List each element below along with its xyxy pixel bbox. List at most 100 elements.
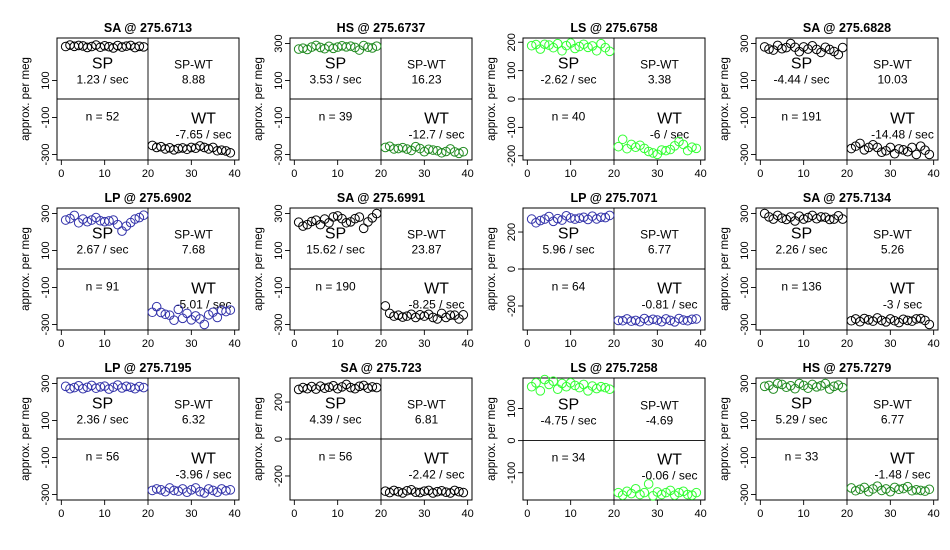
y-tick-label: 100 [40, 71, 52, 89]
data-point [837, 382, 848, 393]
data-point [445, 310, 456, 321]
panel-title: SA @ 275.6828 [803, 21, 891, 35]
data-point [531, 217, 541, 228]
data-point [811, 382, 822, 392]
data-point [552, 384, 563, 395]
sp-wt-label: SP-WT [174, 228, 213, 242]
sp-wt-diff: 23.87 [411, 243, 441, 257]
panel-1: SA @ 275.6713 0 10 20 30 40 -300 -100 100 approx.… [20, 21, 241, 180]
sp-label: SP [791, 396, 812, 413]
x-tick-label: 10 [565, 508, 577, 520]
data-point [898, 145, 909, 155]
y-tick-label: -300 [40, 483, 52, 505]
data-point [221, 146, 231, 156]
y-tick-label: 300 [739, 204, 751, 222]
sp-rate: 2.67 / sec [76, 243, 128, 257]
data-point [147, 307, 158, 318]
data-point [436, 485, 447, 496]
data-point [328, 43, 339, 54]
x-tick-label: 40 [462, 338, 474, 350]
data-point [915, 313, 926, 324]
data-point [104, 216, 114, 226]
data-point [99, 40, 110, 51]
x-tick-label: 40 [695, 168, 707, 180]
panel-6: SA @ 275.6991 0 10 20 30 40 -300 -100 100 300 appr… [253, 191, 474, 350]
data-point [604, 384, 615, 395]
x-tick-label: 40 [928, 508, 940, 520]
panel-8: SA @ 275.7134 0 10 20 30 40 -300 -100 100 300 appr… [719, 191, 940, 350]
sp-rate: 2.26 / sec [775, 243, 827, 257]
wt-label: WT [890, 110, 915, 127]
y-tick-label: -300 [739, 143, 751, 165]
wt-label: WT [890, 450, 915, 467]
x-tick-label: 0 [58, 168, 64, 180]
data-point [199, 319, 210, 330]
panel-5: LP @ 275.6902 0 10 20 30 40 -300 -100 100 300 appr… [20, 191, 241, 350]
sample-count: n = 190 [315, 279, 356, 293]
data-point [428, 312, 438, 323]
data-point [604, 46, 615, 57]
data-point [195, 141, 205, 151]
sp-wt-label: SP-WT [407, 58, 446, 72]
data-point [552, 213, 563, 224]
data-point [160, 309, 171, 320]
data-point [643, 146, 654, 157]
sample-count: n = 64 [552, 279, 586, 293]
y-tick-label: 100 [739, 411, 751, 429]
wt-rate: -0.81 / sec [641, 297, 697, 311]
y-axis-label: approx. per meg [486, 227, 498, 311]
panel-title: LP @ 275.7071 [570, 191, 657, 205]
data-point [306, 216, 317, 227]
sp-rate: 3.53 / sec [309, 73, 361, 87]
data-point [225, 147, 236, 158]
data-point [833, 49, 844, 60]
y-tick-label: 100 [739, 241, 751, 259]
y-tick-label: 100 [40, 241, 52, 259]
data-point [367, 382, 378, 392]
y-tick-label: 300 [273, 204, 285, 222]
x-tick-label: 10 [332, 338, 344, 350]
data-point [687, 314, 697, 325]
sample-count: n = 56 [319, 449, 353, 463]
x-tick-label: 30 [418, 168, 430, 180]
panel-12: HS @ 275.7279 0 10 20 30 40 -300 -100 100 300 appr… [719, 361, 940, 520]
data-point [225, 485, 236, 495]
data-point [380, 301, 391, 311]
data-point [203, 484, 214, 494]
data-point [548, 376, 559, 387]
x-tick-label: 40 [229, 338, 241, 350]
x-tick-label: 0 [524, 168, 530, 180]
data-point [458, 310, 469, 320]
data-point [216, 145, 227, 156]
sp-wt-diff: 5.26 [881, 243, 905, 257]
wt-rate: -1.48 / sec [874, 467, 930, 481]
data-point [332, 383, 343, 394]
data-point [311, 40, 321, 51]
x-tick-label: 20 [608, 508, 620, 520]
y-axis-label: approx. per meg [253, 57, 265, 141]
data-point [850, 485, 861, 496]
data-point [319, 383, 330, 393]
wt-label: WT [424, 110, 449, 127]
data-point [397, 142, 408, 153]
data-point [691, 314, 702, 324]
data-point [635, 489, 645, 500]
data-point [772, 378, 783, 389]
data-point [173, 304, 184, 315]
x-tick-label: 30 [884, 338, 896, 350]
wt-label: WT [657, 280, 682, 297]
data-point [837, 42, 848, 53]
data-point [454, 486, 464, 497]
data-point [82, 216, 93, 227]
panel-9: LP @ 275.7195 0 10 20 30 40 -300 -100 100 300 appr… [20, 361, 241, 520]
wt-rate: -8.25 / sec [408, 297, 464, 311]
sp-wt-diff: 7.68 [182, 243, 206, 257]
y-tick-label: 200 [506, 223, 518, 241]
y-tick-label: 300 [739, 374, 751, 392]
data-point [121, 381, 132, 392]
data-point [350, 213, 360, 224]
data-point [341, 217, 352, 228]
data-point [402, 144, 412, 154]
data-point [648, 314, 658, 325]
